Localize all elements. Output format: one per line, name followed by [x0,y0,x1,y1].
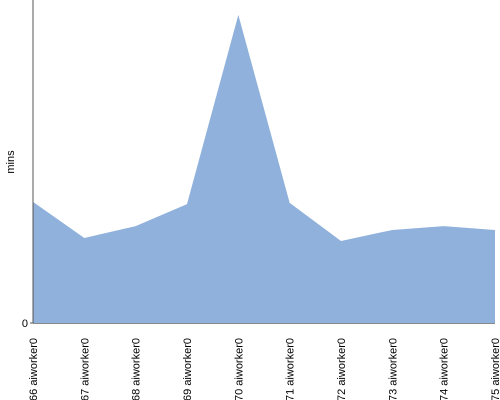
x-tick-label: #67 aiworker0 [79,338,91,400]
x-tick-label: #74 aiworker0 [439,338,451,400]
x-tick-label: #72 aiworker0 [336,338,348,400]
x-tick-label: #75 aiworker0 [490,338,500,400]
y-tick-label: 0 [22,318,28,330]
x-tick-label: #68 aiworker0 [131,338,143,400]
y-axis-label: mins [5,150,17,174]
x-tick-label: #66 aiworker0 [28,338,40,400]
x-tick-label: #73 aiworker0 [387,338,399,400]
x-tick-label: #70 aiworker0 [233,338,245,400]
x-tick-label: #69 aiworker0 [182,338,194,400]
area [33,14,495,323]
x-tick-label: #71 aiworker0 [285,338,297,400]
